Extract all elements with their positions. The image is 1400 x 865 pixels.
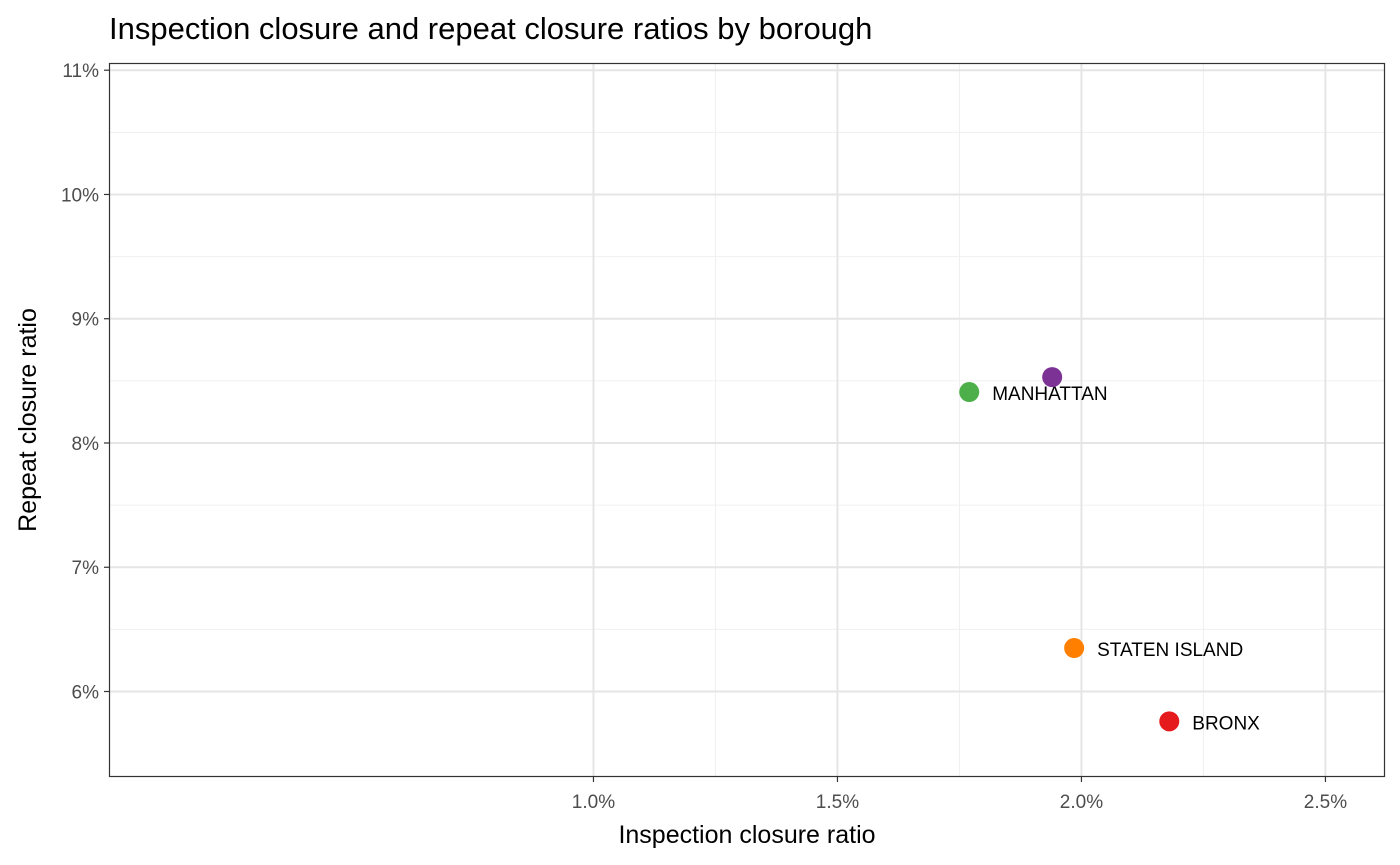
point-label: BRONX bbox=[1192, 713, 1260, 734]
y-tick-label: 6% bbox=[72, 683, 100, 704]
x-axis-title: Inspection closure ratio bbox=[618, 821, 875, 849]
y-tick-label: 11% bbox=[62, 61, 99, 82]
data-points: MANHATTAN STATEN ISLAND BRONX bbox=[959, 367, 1260, 734]
grid bbox=[110, 64, 1384, 776]
data-point bbox=[959, 382, 980, 403]
data-point bbox=[1042, 367, 1063, 388]
x-tick-label: 1.5% bbox=[816, 792, 859, 813]
point-label: MANHATTAN bbox=[992, 384, 1107, 405]
axes: 1.0% 1.5% 2.0% 2.5% 6% 7% 8% 9% 10% 11% bbox=[61, 61, 1347, 813]
x-tick-label: 2.5% bbox=[1304, 792, 1347, 813]
x-tick-label: 2.0% bbox=[1060, 792, 1103, 813]
y-tick-label: 8% bbox=[72, 434, 100, 455]
data-point bbox=[1159, 711, 1180, 732]
plot-panel bbox=[108, 62, 1386, 778]
data-point bbox=[1064, 638, 1085, 659]
x-tick-label: 1.0% bbox=[572, 792, 615, 813]
y-axis-title: Repeat closure ratio bbox=[14, 308, 42, 532]
y-tick-label: 9% bbox=[72, 310, 100, 331]
y-tick-label: 7% bbox=[72, 558, 100, 579]
point-label: STATEN ISLAND bbox=[1097, 640, 1243, 661]
chart-title: Inspection closure and repeat closure ra… bbox=[109, 11, 872, 46]
y-tick-label: 10% bbox=[61, 185, 99, 206]
